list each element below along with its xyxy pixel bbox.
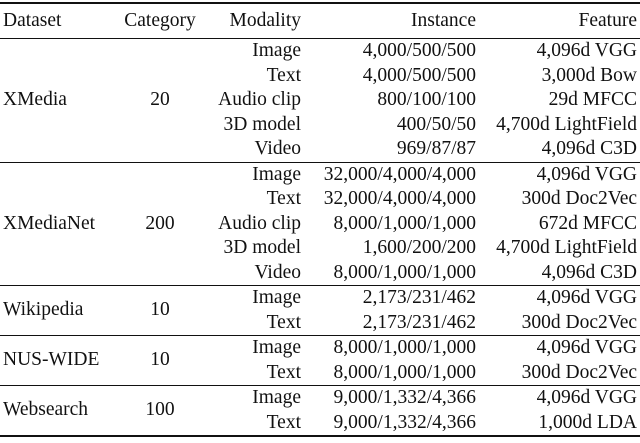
header-instance: Instance (411, 9, 476, 31)
cell-feature: 4,096d VGG (536, 387, 637, 408)
header-modality: Modality (229, 9, 302, 31)
cell-dataset: Websearch (3, 399, 89, 421)
cell-modality: Audio clip (218, 89, 301, 110)
cell-instance: 4,000/500/500 (362, 40, 476, 61)
dataset-group: Wikipedia 10 Image 2,173/231/462 4,096d VGG T… (0, 286, 640, 336)
cell-feature: 4,096d VGG (536, 163, 637, 185)
cell-feature: 300d Doc2Vec (521, 361, 637, 383)
cell-modality: 3D model (223, 113, 301, 135)
table-row: Text 8,000/1,000/1,000 300d Doc2Vec (0, 361, 640, 386)
cell-modality: Image (252, 287, 301, 308)
cell-feature: 4,096d VGG (536, 40, 637, 61)
table-row: XMediaNet 200 Image 32,000/4,000/4,000 4,096… (0, 162, 640, 234)
table-row: 3D model 400/50/50 4,700d LightField (0, 113, 640, 138)
cell-modality: Audio clip (218, 212, 301, 234)
cell-instance: 9,000/1,332/4,366 (333, 387, 476, 408)
cell-feature: 4,096d VGG (536, 287, 637, 308)
table-row: Text 9,000/1,332/4,366 1,000d LDA (0, 411, 640, 437)
table-row: Video 8,000/1,000/1,000 4,096d C3D (0, 261, 640, 286)
header-dataset: Dataset (3, 9, 62, 31)
cell-feature: 3,000d Bow (541, 64, 637, 86)
header-feature: Feature (578, 9, 637, 31)
dataset-group: Websearch 100 Image 9,000/1,332/4,366 4,096d… (0, 386, 640, 437)
cell-instance: 32,000/4,000/4,000 (323, 163, 476, 185)
cell-feature: 672d MFCC (538, 212, 637, 234)
cell-feature: 29d MFCC (548, 89, 637, 110)
cell-instance: 800/100/100 (377, 89, 476, 110)
cell-dataset: Wikipedia (3, 299, 84, 321)
cell-category: 10 (150, 299, 170, 321)
cell-modality: Text (266, 188, 301, 209)
cell-modality: Text (266, 64, 301, 86)
cell-instance: 8,000/1,000/1,000 (333, 212, 476, 234)
table-row: Websearch 100 Image 9,000/1,332/4,366 4,096d… (0, 386, 640, 420)
table-header: Dataset Category Modality Instance Featu… (0, 3, 640, 39)
table-row: Text 2,173/231/462 300d Doc2Vec (0, 311, 640, 336)
cell-category: 20 (150, 89, 170, 110)
cell-feature: 300d Doc2Vec (521, 188, 637, 209)
cell-instance: 32,000/4,000/4,000 (323, 188, 476, 209)
cell-instance: 400/50/50 (396, 113, 476, 135)
cell-feature: 300d Doc2Vec (521, 311, 637, 333)
table-row: Audio clip 800/100/100 29d MFCC (0, 88, 640, 113)
cell-dataset: NUS-WIDE (3, 349, 100, 371)
header-category: Category (124, 9, 196, 31)
cell-modality: Text (266, 311, 301, 333)
cell-feature: 4,096d VGG (536, 337, 637, 358)
cell-modality: Text (266, 411, 301, 433)
table-row: Text 32,000/4,000/4,000 300d Doc2Vec (0, 187, 640, 212)
table-row: Video 969/87/87 4,096d C3D (0, 137, 640, 162)
cell-instance: 2,173/231/462 (362, 287, 476, 308)
cell-modality: 3D model (223, 237, 301, 258)
cell-instance: 8,000/1,000/1,000 (333, 361, 476, 383)
cell-modality: Image (252, 387, 301, 408)
cell-instance: 8,000/1,000/1,000 (333, 337, 476, 358)
cell-instance: 969/87/87 (396, 138, 476, 159)
cell-feature: 4,700d LightField (496, 113, 637, 135)
cell-instance: 8,000/1,000/1,000 (333, 261, 476, 283)
cell-dataset: XMediaNet (3, 212, 96, 234)
cell-category: 100 (145, 399, 175, 421)
cell-instance: 2,173/231/462 (362, 311, 476, 333)
cell-instance: 1,600/200/200 (362, 237, 476, 258)
cell-modality: Image (252, 337, 301, 358)
table-row: 3D model 1,600/200/200 4,700d LightField (0, 236, 640, 261)
dataset-group: XMedia 20 Image 4,000/500/500 4,096d VGG Text… (0, 39, 640, 162)
table-row: Wikipedia 10 Image 2,173/231/462 4,096d VGG (0, 286, 640, 320)
cell-modality: Video (254, 138, 301, 159)
cell-modality: Video (254, 261, 301, 283)
dataset-group: XMediaNet 200 Image 32,000/4,000/4,000 4,096… (0, 162, 640, 286)
table-row: Audio clip 8,000/1,000/1,000 672d MFCC (0, 212, 640, 237)
dataset-group: NUS-WIDE 10 Image 8,000/1,000/1,000 4,096d V… (0, 336, 640, 386)
cell-feature: 4,700d LightField (496, 237, 637, 258)
cell-category: 10 (150, 349, 170, 371)
cell-instance: 4,000/500/500 (362, 64, 476, 86)
table-row: XMedia 20 Image 4,000/500/500 4,096d VGG (0, 39, 640, 110)
cell-feature: 1,000d LDA (538, 411, 637, 433)
table-row: Text 4,000/500/500 3,000d Bow (0, 64, 640, 89)
cell-modality: Image (252, 163, 301, 185)
cell-modality: Image (252, 40, 301, 61)
cell-instance: 9,000/1,332/4,366 (333, 411, 476, 433)
cell-category: 200 (145, 212, 175, 234)
header-row: Dataset Category Modality Instance Featu… (0, 3, 640, 39)
cell-feature: 4,096d C3D (541, 261, 637, 283)
cell-dataset: XMedia (3, 89, 67, 110)
cell-modality: Text (266, 361, 301, 383)
table-row: NUS-WIDE 10 Image 8,000/1,000/1,000 4,096d V… (0, 336, 640, 370)
cell-feature: 4,096d C3D (541, 138, 637, 159)
